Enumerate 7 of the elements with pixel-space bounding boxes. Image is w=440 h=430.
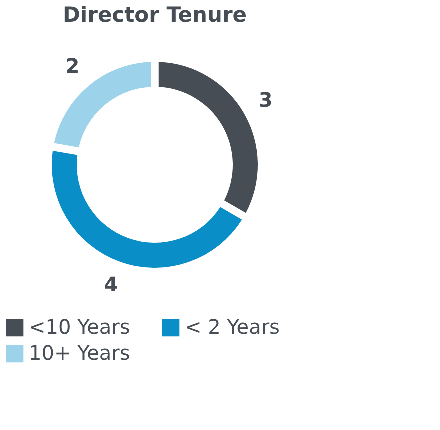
- data-label: 3: [258, 88, 273, 112]
- data-label: 4: [104, 272, 118, 296]
- data-label: 2: [66, 54, 80, 78]
- legend-label: < 2 Years: [185, 315, 280, 339]
- chart-title: Director Tenure: [62, 3, 248, 27]
- legend-label: 10+ Years: [29, 341, 130, 365]
- legend-label: <10 Years: [29, 315, 130, 339]
